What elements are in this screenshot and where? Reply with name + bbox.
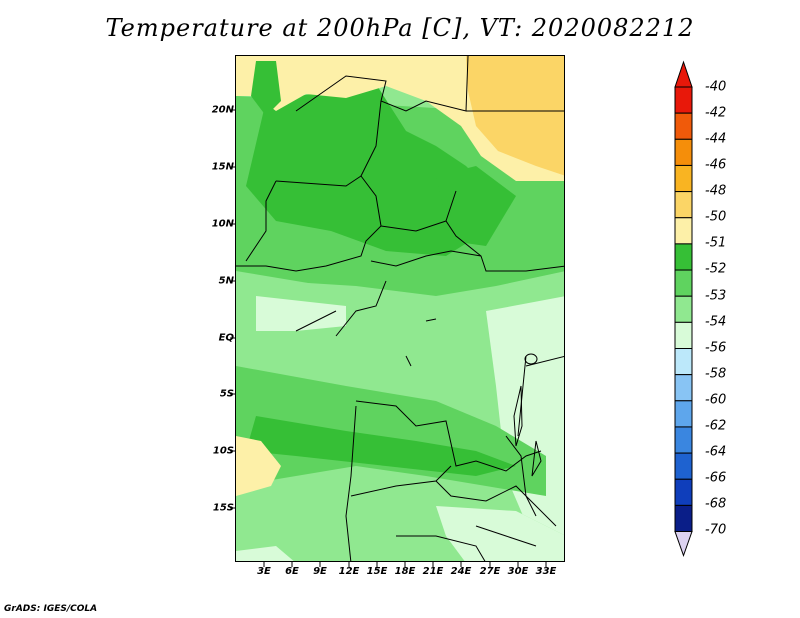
lon-label: 12E	[338, 566, 360, 577]
colorbar-swatch	[674, 138, 693, 166]
colorbar-label: -52	[705, 261, 727, 277]
colorbar-swatch	[674, 504, 693, 533]
field-minus54-sw	[236, 546, 294, 561]
colorbar-label: -51	[705, 235, 727, 251]
colorbar-arrow-bottom	[674, 531, 693, 558]
lat-label: 10S	[212, 445, 234, 457]
colorbar-swatch	[674, 269, 693, 297]
lat-label: 5N	[218, 275, 234, 287]
colorbar-label: -40	[705, 79, 727, 95]
colorbar-swatch	[674, 112, 693, 140]
colorbar-label: -46	[705, 157, 727, 173]
lon-label: 27E	[479, 566, 501, 577]
credit-text: GrADS: IGES/COLA	[4, 604, 98, 614]
colorbar-label: -42	[705, 105, 727, 121]
field-minus51-south	[246, 416, 516, 476]
lakes	[405, 318, 542, 477]
lat-label: 15N	[211, 161, 234, 173]
lon-label: 30E	[507, 566, 529, 577]
colorbar-swatch	[674, 400, 693, 428]
colorbar-label: -53	[705, 288, 727, 304]
lon-label: 18E	[394, 566, 416, 577]
lon-label: 33E	[535, 566, 557, 577]
colorbar	[674, 60, 693, 558]
colorbar-label: -66	[705, 470, 727, 486]
colorbar-swatch	[674, 374, 693, 402]
colorbar-swatch	[674, 452, 693, 480]
colorbar-label: -50	[705, 209, 727, 225]
colorbar-swatch	[674, 86, 693, 114]
colorbar-arrow-top	[674, 60, 693, 88]
field-minus48-ne	[466, 56, 564, 176]
colorbar-swatch	[674, 426, 693, 454]
colorbar-label: -54	[705, 314, 727, 330]
colorbar-label: -48	[705, 183, 727, 199]
map-canvas	[236, 56, 564, 561]
colorbar-swatch	[674, 164, 693, 193]
chart-title: Temperature at 200hPa [C], VT: 202008221…	[105, 14, 695, 42]
colorbar-swatch	[674, 321, 693, 350]
colorbar-label: -68	[705, 496, 727, 512]
lat-label: 5S	[219, 388, 234, 400]
colorbar-label: -60	[705, 392, 727, 408]
colorbar-label: -70	[705, 522, 727, 538]
lat-label: 10N	[211, 218, 234, 230]
field-minus54-west	[256, 296, 346, 331]
field-minus50-sw	[236, 436, 281, 496]
colorbar-label: -64	[705, 444, 727, 460]
field-minus51-core	[246, 84, 486, 256]
lat-label: EQ	[218, 332, 234, 344]
field-minus51-east	[436, 166, 516, 246]
lon-label: 6E	[285, 566, 299, 577]
colorbar-swatch	[674, 295, 693, 323]
colorbar-swatch	[674, 191, 693, 219]
lon-label: 9E	[313, 566, 327, 577]
colorbar-label: -56	[705, 340, 727, 356]
temperature-map	[235, 55, 565, 562]
lon-label: 21E	[422, 566, 444, 577]
borders	[236, 56, 564, 561]
lon-label: 3E	[257, 566, 271, 577]
lon-label: 24E	[450, 566, 472, 577]
lon-label: 15E	[366, 566, 388, 577]
colorbar-swatch	[674, 348, 693, 376]
colorbar-swatch	[674, 217, 693, 245]
field-minus51-nw	[251, 61, 281, 116]
lat-label: 15S	[212, 502, 234, 514]
colorbar-label: -58	[705, 366, 727, 382]
colorbar-label: -62	[705, 418, 727, 434]
lat-label: 20N	[211, 104, 234, 116]
colorbar-swatch	[674, 478, 693, 506]
colorbar-swatch	[674, 243, 693, 271]
colorbar-label: -44	[705, 131, 727, 147]
